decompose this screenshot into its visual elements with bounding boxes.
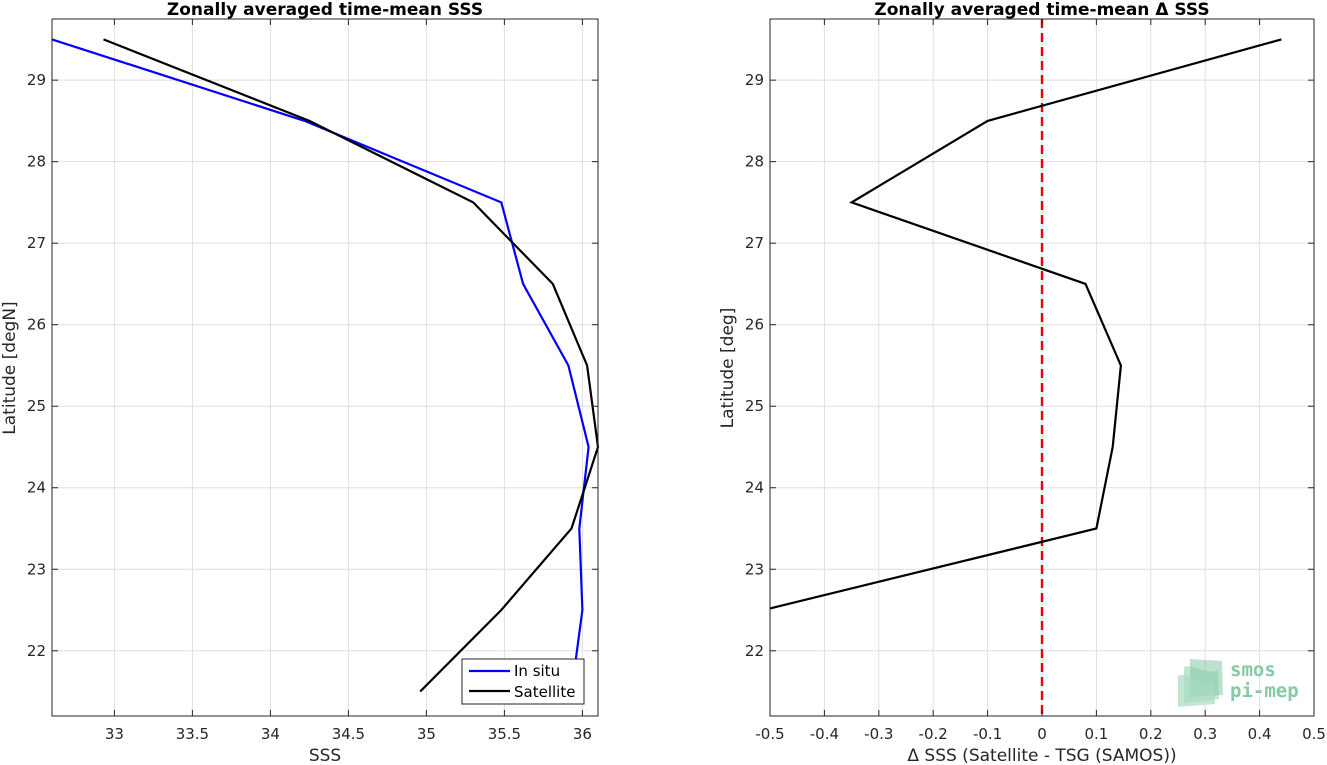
y-tick-label: 24 bbox=[745, 479, 764, 497]
sss-profile-panel: 33 33.5 34 34.5 35 35.5 36 22 23 24 25 26 27 28 29 Zon… bbox=[0, 0, 600, 765]
y-tick-label: 25 bbox=[745, 397, 764, 415]
x-tick-label: 35 bbox=[417, 725, 436, 743]
legend-box bbox=[461, 658, 585, 705]
grid-lines bbox=[52, 19, 598, 716]
x-tick-label: 33.5 bbox=[176, 725, 209, 743]
delta-sss-profile-panel: smos pi-mep -0.5 -0.4 -0.3 -0.2 -0.1 0 0.1 0.2 0… bbox=[718, 0, 1326, 765]
x-axis-label: SSS bbox=[309, 746, 341, 765]
axes-box bbox=[51, 18, 599, 717]
y-tick-label: 22 bbox=[745, 642, 764, 660]
data-lines bbox=[769, 38, 1282, 610]
x-tick-label: 0.3 bbox=[1193, 725, 1217, 743]
legend-label-satellite: Satellite bbox=[514, 683, 575, 701]
y-tick-label: 22 bbox=[27, 642, 46, 660]
x-tick-label: -0.5 bbox=[755, 725, 784, 743]
y-tick-label: 26 bbox=[27, 316, 46, 334]
x-tick-label: 33 bbox=[105, 725, 124, 743]
y-tick-label: 28 bbox=[27, 153, 46, 171]
y-tick-label: 27 bbox=[745, 234, 764, 252]
data-lines bbox=[51, 38, 600, 693]
x-tick-label: 0 bbox=[1037, 725, 1047, 743]
x-tick-label: 0.1 bbox=[1084, 725, 1108, 743]
y-axis-label: Latitude [deg] bbox=[718, 308, 738, 429]
logo-text-smos: smos bbox=[1230, 659, 1276, 681]
y-tick-label: 25 bbox=[27, 397, 46, 415]
x-axis-label: Δ SSS (Satellite - TSG (SAMOS)) bbox=[907, 746, 1176, 765]
axis-ticks: 33 33.5 34 34.5 35 35.5 36 22 23 24 25 26 27 28 29 bbox=[27, 19, 598, 743]
series-line-in-situ bbox=[51, 38, 590, 692]
y-tick-label: 28 bbox=[745, 153, 764, 171]
y-tick-label: 27 bbox=[27, 234, 46, 252]
y-tick-label: 23 bbox=[27, 560, 46, 578]
x-tick-label: 36 bbox=[573, 725, 592, 743]
plot-area bbox=[52, 19, 598, 716]
y-tick-label: 29 bbox=[27, 71, 46, 89]
x-tick-label: 35.5 bbox=[488, 725, 521, 743]
y-axis-label: Latitude [degN] bbox=[0, 301, 20, 434]
x-tick-label: -0.1 bbox=[973, 725, 1002, 743]
x-tick-label: -0.2 bbox=[919, 725, 948, 743]
x-tick-label: 34.5 bbox=[332, 725, 365, 743]
chart-title: Zonally averaged time-mean SSS bbox=[167, 0, 483, 20]
y-tick-label: 26 bbox=[745, 316, 764, 334]
axis-ticks: -0.5 -0.4 -0.3 -0.2 -0.1 0 0.1 0.2 0.3 0.4 0.5 22 23… bbox=[745, 19, 1326, 743]
y-tick-label: 29 bbox=[745, 71, 764, 89]
y-tick-label: 24 bbox=[27, 479, 46, 497]
y-tick-label: 23 bbox=[745, 560, 764, 578]
x-tick-label: 0.5 bbox=[1302, 725, 1326, 743]
series-line-delta-sss bbox=[769, 38, 1282, 610]
logo-waves-icon bbox=[1178, 659, 1223, 707]
chart-title: Zonally averaged time-mean Δ SSS bbox=[874, 0, 1209, 20]
logo-text-pi-mep: pi-mep bbox=[1230, 680, 1299, 702]
legend-label-in-situ: In situ bbox=[514, 662, 560, 680]
x-tick-label: -0.3 bbox=[864, 725, 893, 743]
x-tick-label: 34 bbox=[261, 725, 280, 743]
series-line-satellite bbox=[103, 38, 600, 693]
x-tick-label: 0.2 bbox=[1139, 725, 1163, 743]
smos-pi-mep-logo: smos pi-mep bbox=[1178, 659, 1299, 707]
legend: In situ Satellite bbox=[461, 658, 585, 705]
x-tick-label: -0.4 bbox=[810, 725, 839, 743]
x-tick-label: 0.4 bbox=[1248, 725, 1272, 743]
